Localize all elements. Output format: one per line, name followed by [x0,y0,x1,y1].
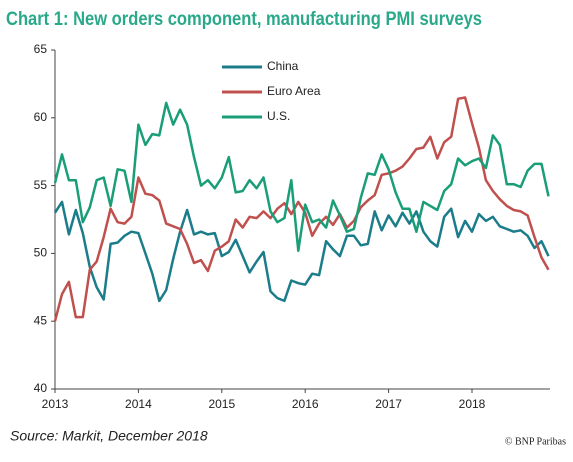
source: Source: Markit, December 2018 [10,428,208,444]
series-line [53,101,550,252]
x-tick-label: 2016 [292,397,319,411]
y-tick-label: 50 [34,246,48,260]
y-tick-label: 40 [34,381,48,395]
x-tick-label: 2017 [375,397,402,411]
series-line [53,96,550,322]
x-tick-label: 2018 [459,397,486,411]
y-tick-label: 65 [34,42,48,56]
legend-label: Euro Area [267,84,321,98]
x-tick-label: 2014 [125,397,152,411]
y-tick-label: 55 [34,178,48,192]
legend-label: U.S. [267,109,290,123]
credit: © BNP Paribas [505,436,566,447]
x-tick-label: 2015 [208,397,235,411]
y-tick-label: 45 [34,313,48,327]
series-line [53,200,550,303]
legend-label: China [267,59,299,73]
x-tick-label: 2013 [42,397,69,411]
chart-title: Chart 1: New orders component, manufactu… [6,9,482,30]
y-tick-label: 60 [34,110,48,124]
